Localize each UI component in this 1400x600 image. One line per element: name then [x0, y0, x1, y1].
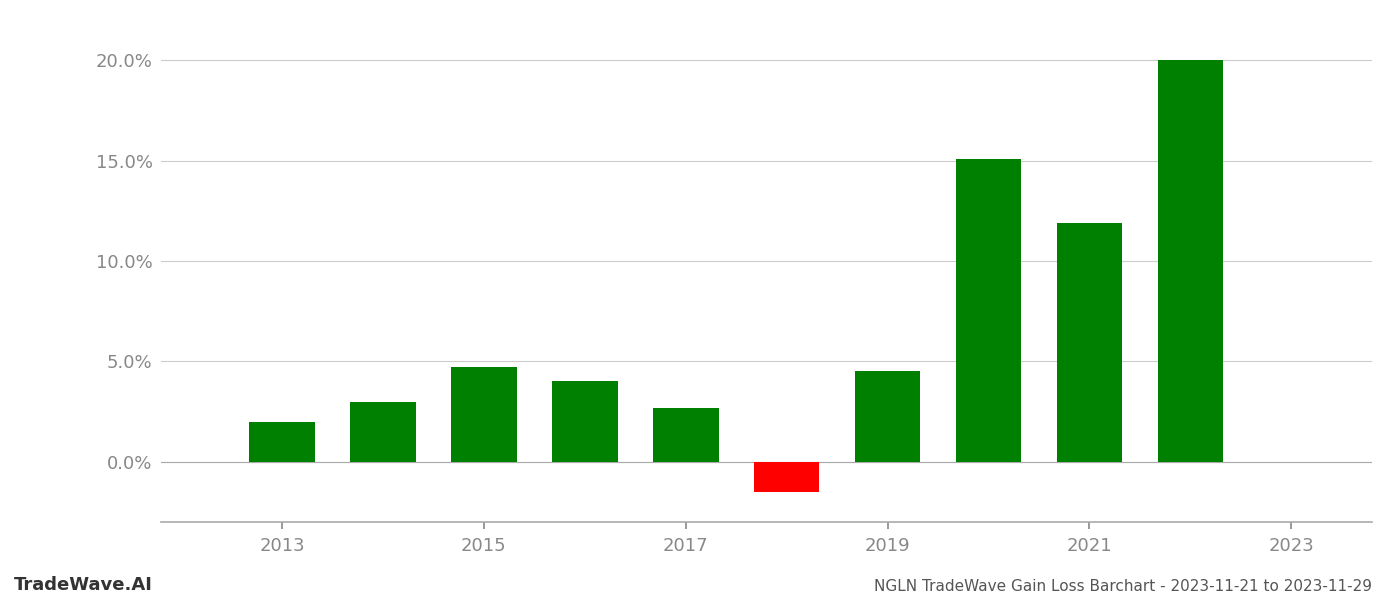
Bar	[753, 462, 819, 492]
Bar	[552, 382, 617, 462]
Bar	[1158, 60, 1224, 462]
Text: TradeWave.AI: TradeWave.AI	[14, 576, 153, 594]
Bar	[956, 158, 1022, 462]
Bar	[855, 371, 920, 462]
Bar	[652, 407, 718, 462]
Bar	[350, 401, 416, 462]
Bar	[249, 422, 315, 462]
Text: NGLN TradeWave Gain Loss Barchart - 2023-11-21 to 2023-11-29: NGLN TradeWave Gain Loss Barchart - 2023…	[874, 579, 1372, 594]
Bar	[451, 367, 517, 462]
Bar	[1057, 223, 1123, 462]
